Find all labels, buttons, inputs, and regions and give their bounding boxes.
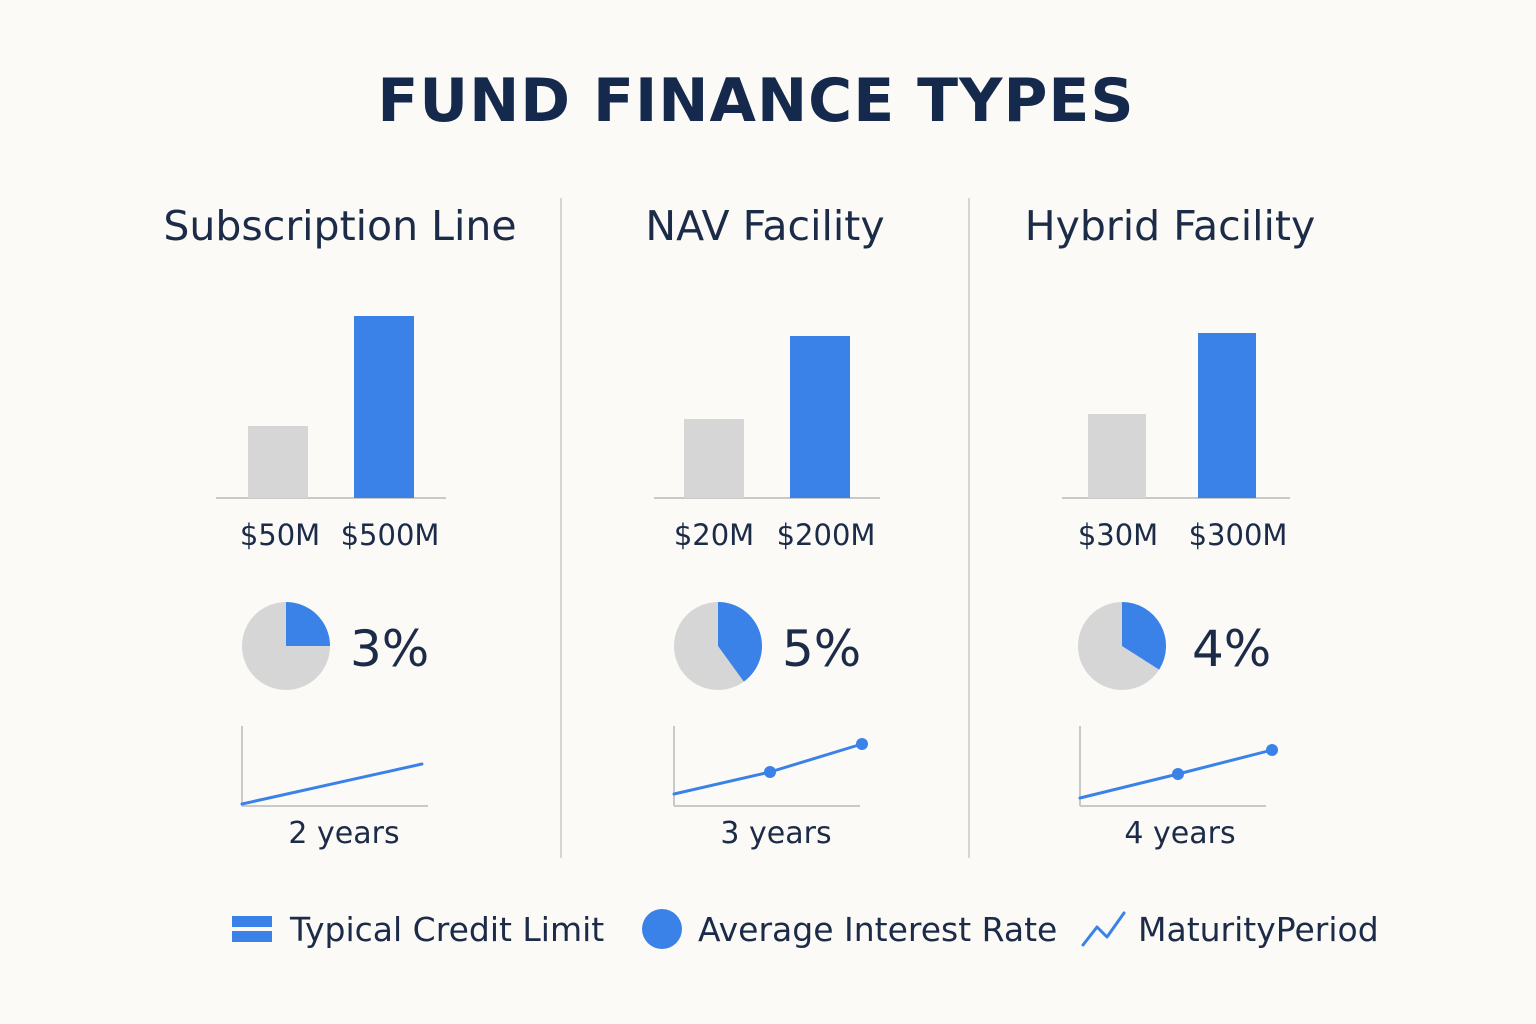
credit-limit-bar-chart xyxy=(216,316,446,499)
bar-value-label: $30M xyxy=(1077,518,1159,552)
bar-value-label: $500M xyxy=(340,518,440,552)
credit-limit-bar-chart xyxy=(1062,333,1290,499)
bar-large xyxy=(354,316,414,498)
maturity-point xyxy=(1266,744,1278,756)
chart-title: FUND FINANCE TYPES xyxy=(377,66,1135,136)
bar-value-label: $20M xyxy=(673,518,755,552)
bar-small xyxy=(248,426,308,498)
pie-slice xyxy=(286,602,330,646)
maturity-line-chart xyxy=(1078,726,1278,807)
pie-slice xyxy=(718,602,763,682)
maturity-label: 3 years xyxy=(720,816,832,851)
interest-rate-label: 3% xyxy=(350,620,430,678)
maturity-label: 4 years xyxy=(1124,816,1236,851)
line-legend-icon xyxy=(1081,911,1126,947)
bar-large xyxy=(790,336,850,498)
bar-small xyxy=(684,419,744,498)
maturity-point xyxy=(1172,768,1184,780)
bar-large xyxy=(1198,333,1256,498)
panel-subscription-line: Subscription Line $50M $500M 3% 2 years xyxy=(150,0,530,880)
panel-title: Hybrid Facility xyxy=(1024,202,1316,250)
bar-legend-icon xyxy=(232,916,272,942)
panel-title: NAV Facility xyxy=(645,202,885,250)
credit-limit-bar-chart xyxy=(654,336,880,499)
maturity-line-chart xyxy=(240,726,428,807)
panel-title: Subscription Line xyxy=(163,202,517,250)
interest-rate-label: 5% xyxy=(782,620,862,678)
panel-hybrid-facility: Hybrid Facility $30M $300M 4% 4 years xyxy=(990,0,1350,880)
bar-value-label: $300M xyxy=(1188,518,1288,552)
bar-value-label: $200M xyxy=(776,518,876,552)
interest-rate-pie xyxy=(1078,602,1167,690)
interest-rate-pie xyxy=(242,602,330,690)
maturity-point xyxy=(764,766,776,778)
bar-value-label: $50M xyxy=(239,518,321,552)
legend-label: MaturityPeriod xyxy=(1138,909,1379,949)
maturity-label: 2 years xyxy=(288,816,400,851)
legend-interest-rate: Average Interest Rate xyxy=(640,904,1057,954)
bar-small xyxy=(1088,414,1146,498)
pie-slice xyxy=(1122,602,1167,670)
maturity-point xyxy=(856,738,868,750)
maturity-line-chart xyxy=(672,726,868,807)
panel-divider xyxy=(968,198,970,858)
legend-label: Typical Credit Limit xyxy=(290,909,605,949)
maturity-line xyxy=(240,762,424,806)
interest-rate-label: 4% xyxy=(1192,620,1272,678)
panel-divider xyxy=(560,198,562,858)
legend-credit-limit: Typical Credit Limit xyxy=(230,904,604,954)
legend-maturity-period: MaturityPeriod xyxy=(1080,904,1379,954)
circle-legend-icon xyxy=(642,909,682,949)
interest-rate-pie xyxy=(674,602,763,690)
panel-nav-facility: NAV Facility $20M $200M 5% 3 years xyxy=(580,0,950,880)
legend-label: Average Interest Rate xyxy=(698,909,1058,949)
